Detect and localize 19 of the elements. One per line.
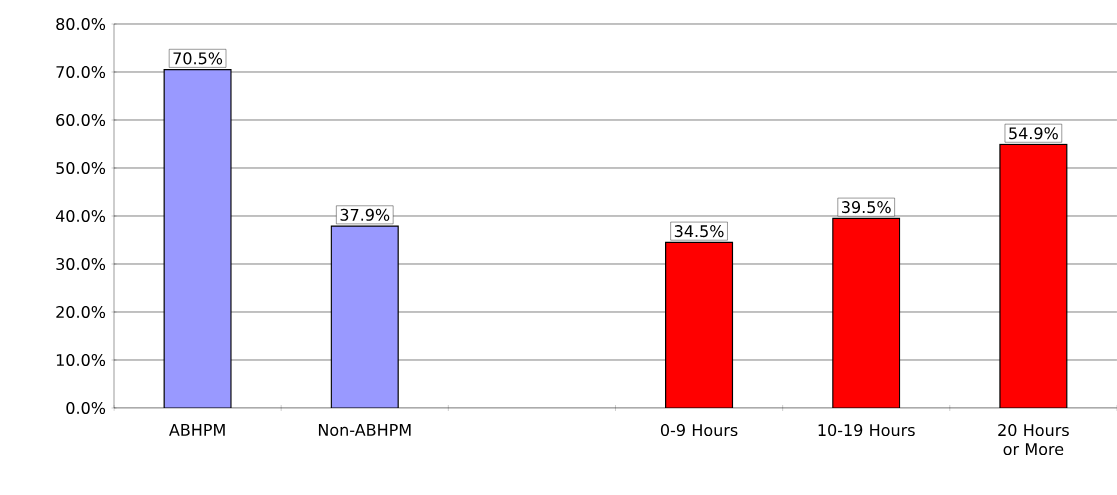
y-tick-label: 10.0% [56,353,106,367]
x-tick-label: ABHPM [169,424,225,436]
y-tick-label: 40.0% [55,209,106,223]
y-tick-label: 70.0% [56,65,106,79]
data-label: 34.5% [674,225,724,238]
x-tick-label: Non-ABHPM [318,424,411,436]
x-tick-label: 10-19 Hours [818,424,915,437]
x-tick-label: 20 Hours or More [998,424,1069,456]
data-label: 54.9% [1009,127,1058,140]
data-label: 70.5% [173,52,223,65]
y-tick-label: 80.0% [56,17,106,31]
y-tick-label: 20.0% [56,305,106,319]
y-tick-label: 50.0% [56,161,106,175]
y-tick-label: 30.0% [56,257,106,271]
y-tick-label: 0.0% [66,401,106,415]
y-tick-label: 60.0% [56,113,106,127]
data-label: 37.9% [340,208,390,221]
x-tick-label: 0-9 Hours [660,424,738,437]
data-label: 39.5% [842,201,891,214]
